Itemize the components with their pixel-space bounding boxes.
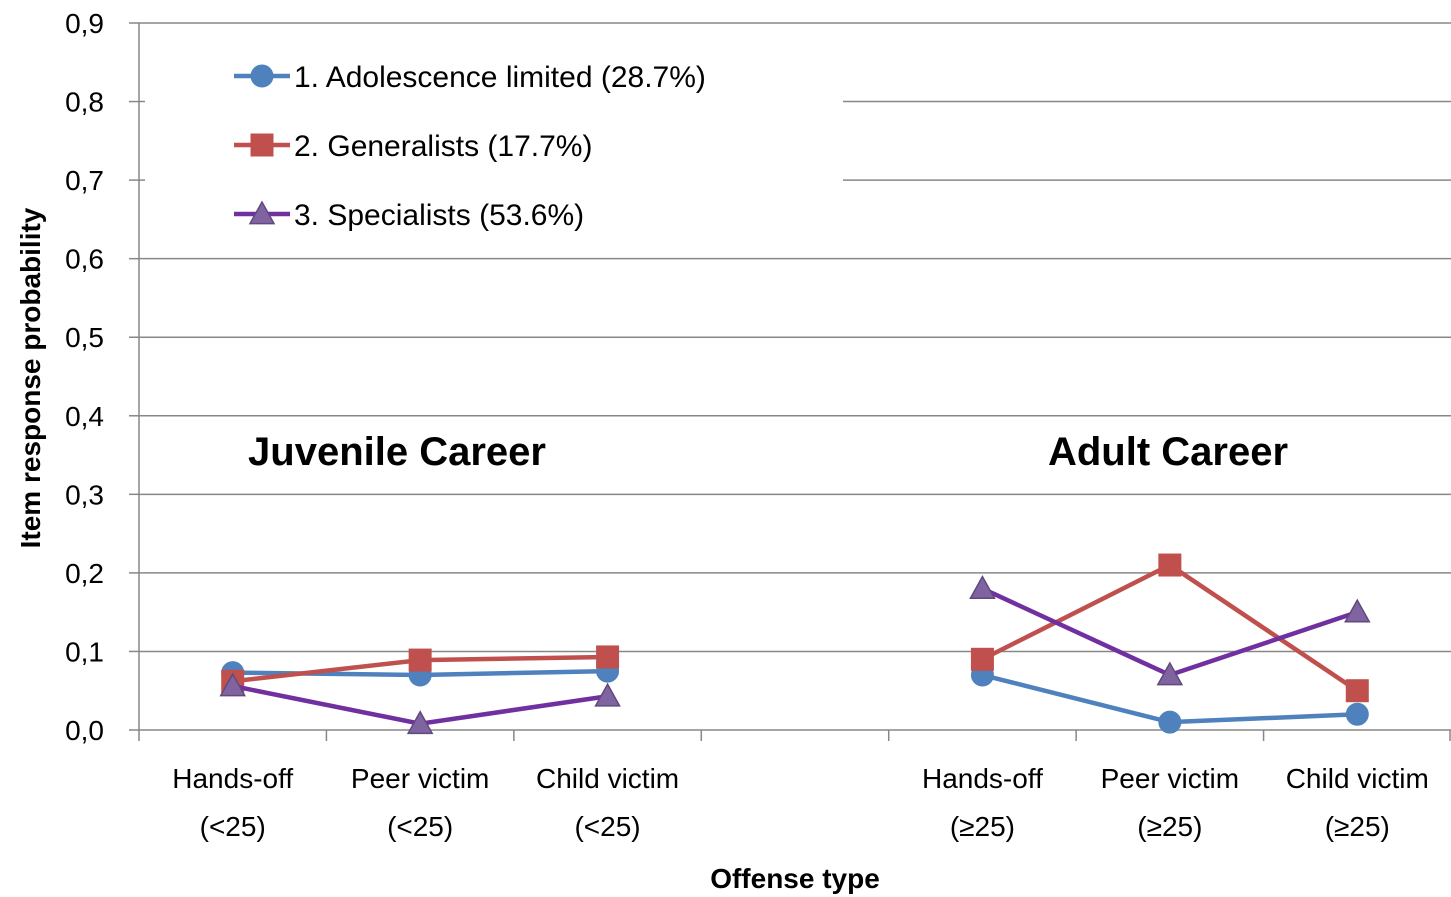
y-tick-label: 0,7 [65,165,104,196]
annotation-juvenile-career: Juvenile Career [248,430,546,474]
data-point-triangle [594,682,621,707]
x-axis-title: Offense type [710,863,880,894]
y-tick-label: 0,9 [65,8,104,39]
legend-item-2: 2. Generalists (17.7%) [234,130,592,163]
data-point-circle [1158,710,1182,734]
y-tick-label: 0,4 [65,401,104,432]
x-tick-labels: Hands-off (<25) Peer victim (<25) Child vict… [172,763,1429,842]
y-tick-label: 0,5 [65,322,104,353]
legend-label: 2. Generalists (17.7%) [294,130,592,163]
series-layer [219,553,1371,735]
x-tick-label: Child victim [536,763,679,794]
gridlines [139,22,1451,653]
x-tick-label: (≥25) [1325,811,1390,842]
legend: 1. Adolescence limited (28.7%) 2. General… [234,61,706,232]
x-tick-label: Peer victim [351,763,489,794]
y-tick-labels: 0,0 0,1 0,2 0,3 0,4 0,5 0,6 0,7 0,8 0,9 [65,8,104,746]
x-tick-label: Peer victim [1101,763,1239,794]
data-point-triangle [1156,661,1184,686]
data-point-circle [250,64,274,88]
series-3 [219,575,1371,735]
x-tick-label: (<25) [574,811,640,842]
legend-item-1: 1. Adolescence limited (28.7%) [234,61,706,94]
y-tick-label: 0,2 [65,558,104,589]
y-tick-label: 0,8 [65,87,104,118]
data-point-square [1345,679,1369,703]
y-tick-label: 0,6 [65,244,104,275]
series-2 [221,553,1369,703]
x-tick-label: (<25) [387,811,453,842]
x-tick-label: (≥25) [950,811,1015,842]
legend-item-3: 3. Specialists (53.6%) [234,199,584,232]
data-point-triangle [248,200,276,225]
data-point-triangle [406,710,434,735]
y-axis-title: Item response probability [15,207,46,548]
data-point-square [970,647,994,671]
series-1 [221,659,1369,734]
x-tick-label: (<25) [200,811,266,842]
y-tick-label: 0,1 [65,636,104,667]
data-point-triangle [219,672,246,697]
x-tick-label: Hands-off [922,763,1043,794]
axes [129,22,1451,741]
y-tick-label: 0,3 [65,479,104,510]
data-point-triangle [969,575,996,599]
x-tick-label: (≥25) [1137,811,1202,842]
legend-label: 1. Adolescence limited (28.7%) [294,61,706,94]
x-tick-label: Child victim [1286,763,1429,794]
data-point-square [408,648,432,672]
y-tick-label: 0,0 [65,715,104,746]
data-point-square [1158,553,1182,577]
legend-label: 3. Specialists (53.6%) [294,199,584,232]
x-tick-label: Hands-off [172,763,293,794]
annotation-adult-career: Adult Career [1048,430,1288,474]
data-point-square [250,133,274,157]
data-point-triangle [1344,598,1371,623]
data-point-circle [1345,702,1369,726]
data-point-square [596,645,620,669]
